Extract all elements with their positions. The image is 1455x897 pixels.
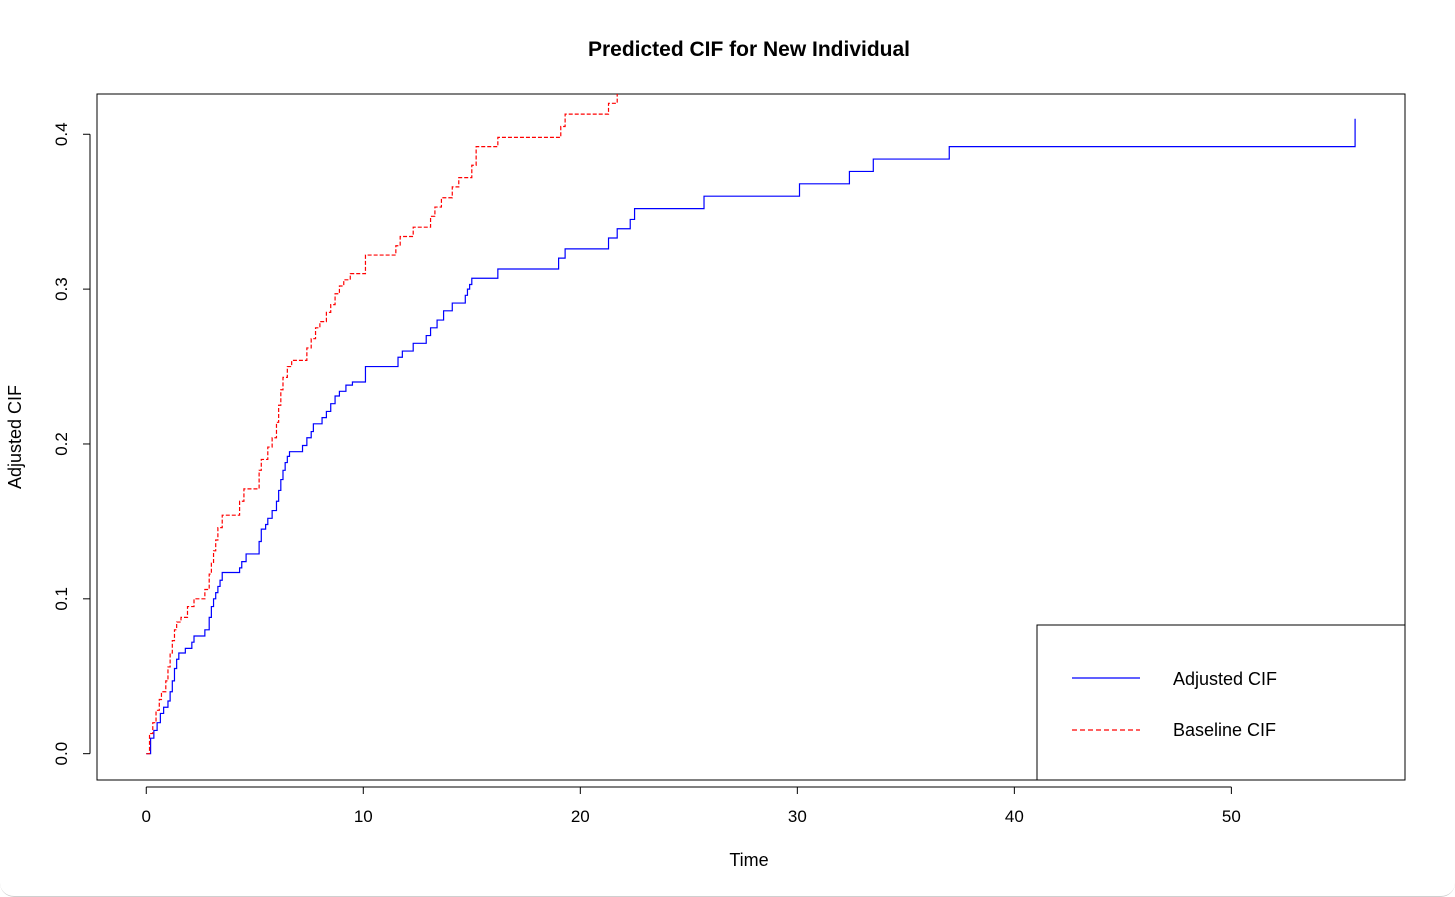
y-tick-label: 0.1 [52,587,71,611]
legend-label-adjusted: Adjusted CIF [1173,669,1277,689]
x-tick-label: 30 [788,807,807,826]
series-layer [146,94,1356,755]
x-tick-label: 0 [142,807,151,826]
legend-box [1036,624,1406,781]
y-axis-label: Adjusted CIF [5,385,25,489]
chart-title: Predicted CIF for New Individual [588,38,910,61]
series-line-baseline-cif [146,94,618,755]
x-tick-label: 40 [1005,807,1024,826]
plot-area-box [96,93,1406,781]
y-tick-label: 0.2 [52,432,71,456]
y-tick-label: 0.4 [52,122,71,146]
legend-label-baseline: Baseline CIF [1173,720,1276,740]
x-tick-label: 50 [1222,807,1241,826]
y-tick-label: 0.3 [52,277,71,301]
y-tick-label: 0.0 [52,742,71,766]
series-line-adjusted-cif [146,118,1356,755]
x-tick-label: 20 [571,807,590,826]
x-axis-label: Time [729,850,768,870]
x-tick-label: 10 [354,807,373,826]
y-axis: 0.0 0.1 0.2 0.3 0.4 [52,122,91,766]
x-axis: 0 10 20 30 40 50 [142,786,1241,826]
legend: Adjusted CIF Baseline CIF [1036,624,1406,781]
